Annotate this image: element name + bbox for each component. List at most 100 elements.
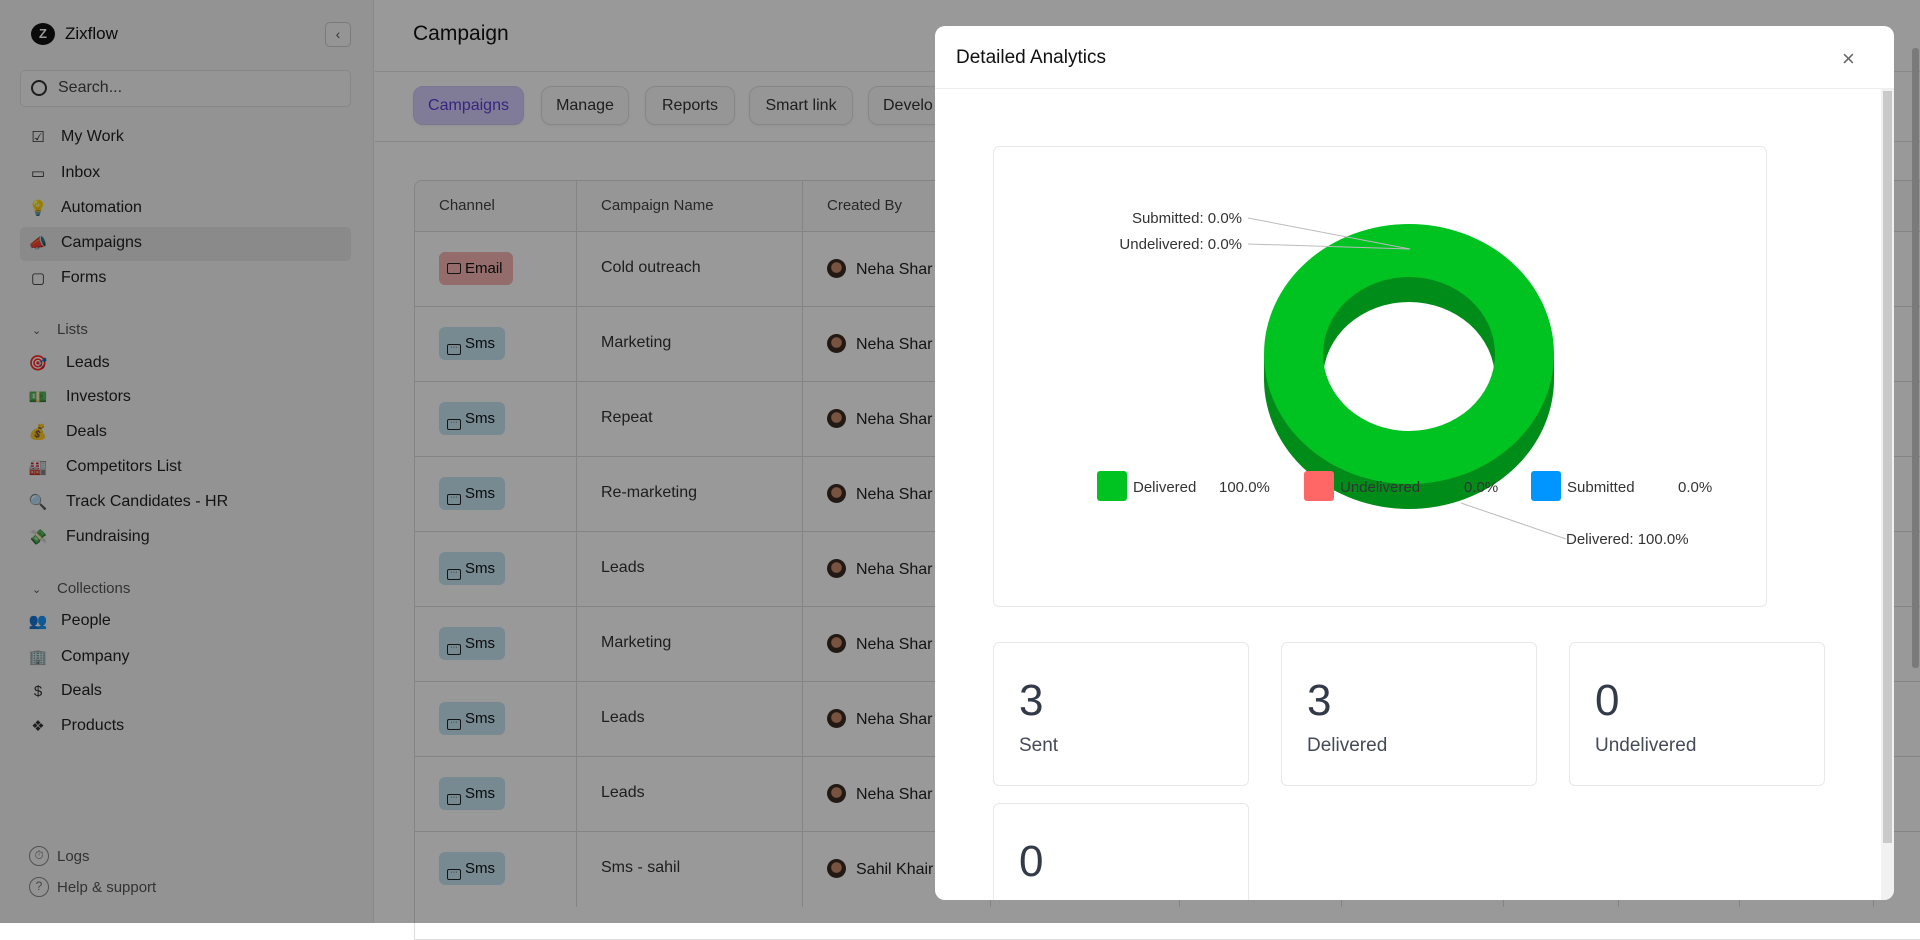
campaign-name[interactable]: Leads (601, 559, 645, 576)
detailed-analytics-modal: Detailed Analytics × Delivered: 100.0% Un… (935, 26, 1894, 900)
stat-card-submitted: 0 (993, 803, 1249, 900)
help-support-link[interactable]: ? Help & support (29, 877, 156, 897)
flying-money-icon: 💸 (28, 529, 48, 546)
modal-scrollbar-thumb[interactable] (1883, 91, 1892, 843)
campaign-name[interactable]: Re-marketing (601, 484, 698, 501)
creator-name: Neha Shar (856, 636, 933, 653)
search-placeholder: Search... (58, 79, 123, 96)
money-bag-icon: 💰 (28, 424, 48, 441)
avatar (827, 484, 846, 503)
avatar (827, 409, 846, 428)
brand-name: Zixflow (65, 24, 118, 43)
avatar (827, 634, 846, 653)
channel-cell: ··· Sms (415, 607, 577, 682)
chevron-down-icon: ⌄ (32, 325, 42, 337)
collection-item-deals[interactable]: $ Deals (20, 675, 351, 709)
channel-cell: ··· Sms (415, 532, 577, 607)
avatar (827, 784, 846, 803)
creator-name: Neha Shar (856, 711, 933, 728)
close-icon[interactable]: × (1842, 46, 1855, 71)
legend-label-delivered: Delivered (1133, 479, 1196, 496)
sidebar-item-automation[interactable]: 💡 Automation (20, 192, 351, 226)
megaphone-icon: 📣 (28, 235, 48, 252)
collapse-sidebar-button[interactable]: ‹ (325, 22, 351, 47)
campaign-name[interactable]: Leads (601, 709, 645, 726)
stat-value: 0 (1019, 837, 1044, 886)
page-scrollbar[interactable] (1912, 48, 1919, 668)
modal-scrollbar[interactable] (1881, 89, 1894, 900)
mail-icon (447, 263, 461, 274)
factory-icon: 🏭 (28, 459, 48, 476)
campaign-name-cell: Cold outreach (577, 232, 803, 307)
list-label: Fundraising (66, 528, 150, 545)
lists-section-toggle[interactable]: ⌄ Lists (32, 321, 88, 338)
modal-title: Detailed Analytics (956, 47, 1106, 68)
channel-label: Sms (465, 335, 495, 352)
tab-manage[interactable]: Manage (541, 86, 629, 125)
creator-name: Neha Shar (856, 261, 933, 278)
collections-section-toggle[interactable]: ⌄ Collections (32, 580, 130, 597)
stat-label: Delivered (1307, 735, 1388, 756)
message-icon: ··· (447, 719, 461, 730)
search-input[interactable]: Search... (20, 70, 351, 107)
column-header-campaign-name[interactable]: Campaign Name (577, 181, 803, 231)
message-icon: ··· (447, 644, 461, 655)
message-icon: ··· (447, 419, 461, 430)
channel-label: Sms (465, 485, 495, 502)
leader-line-delivered (1460, 502, 1567, 540)
form-icon: ▢ (30, 270, 46, 287)
sidebar-item-forms[interactable]: ▢ Forms (20, 262, 351, 296)
data-label-undelivered: Undelivered: 0.0% (1119, 236, 1242, 253)
sidebar-item-my-work[interactable]: ☑ My Work (20, 121, 351, 155)
help-label: Help & support (57, 878, 157, 896)
created-by-cell: Neha Shar (803, 382, 991, 457)
campaign-name[interactable]: Marketing (601, 634, 672, 651)
target-icon: 🎯 (28, 355, 48, 372)
tab-reports[interactable]: Reports (645, 86, 735, 125)
list-item-investors[interactable]: 💵 Investors (20, 381, 351, 415)
campaign-name[interactable]: Marketing (601, 334, 672, 351)
leader-line-submitted (1247, 217, 1411, 250)
avatar (827, 334, 846, 353)
people-icon: 👥 (28, 613, 48, 630)
avatar (827, 259, 846, 278)
campaign-name[interactable]: Leads (601, 784, 645, 801)
campaign-name[interactable]: Sms - sahil (601, 859, 681, 876)
nav-label: My Work (61, 128, 124, 145)
channel-cell: ··· Sms (415, 832, 577, 907)
collection-item-products[interactable]: ❖ Products (20, 710, 351, 744)
collection-item-people[interactable]: 👥 People (20, 605, 351, 639)
legend-value-undelivered: 0.0% (1464, 479, 1498, 496)
message-icon: ··· (447, 794, 461, 805)
list-item-deals[interactable]: 💰 Deals (20, 416, 351, 450)
avatar (827, 709, 846, 728)
creator-name: Neha Shar (856, 786, 933, 803)
campaign-name[interactable]: Cold outreach (601, 259, 701, 276)
list-item-track-candidates[interactable]: 🔍 Track Candidates - HR (20, 486, 351, 520)
legend-label-submitted: Submitted (1567, 479, 1635, 496)
campaign-name[interactable]: Repeat (601, 409, 653, 426)
collection-label: Deals (61, 682, 102, 699)
modal-header: Detailed Analytics × (935, 26, 1894, 89)
nav-label: Automation (61, 199, 142, 216)
logs-icon: ⏱ (29, 846, 49, 866)
logs-link[interactable]: ⏱ Logs (29, 846, 90, 866)
stat-card-delivered: 3 Delivered (1281, 642, 1537, 786)
column-header-channel[interactable]: Channel (415, 181, 577, 231)
list-item-competitors[interactable]: 🏭 Competitors List (20, 451, 351, 485)
channel-badge: ··· Sms (439, 702, 505, 735)
tab-smart-link[interactable]: Smart link (749, 86, 853, 125)
list-label: Investors (66, 388, 131, 405)
list-item-fundraising[interactable]: 💸 Fundraising (20, 521, 351, 555)
list-item-leads[interactable]: 🎯 Leads (20, 347, 351, 381)
tab-campaigns[interactable]: Campaigns (413, 86, 524, 125)
collection-item-company[interactable]: 🏢 Company (20, 641, 351, 675)
sidebar-item-campaigns[interactable]: 📣 Campaigns (20, 227, 351, 261)
channel-label: Sms (465, 560, 495, 577)
checkbox-icon: ☑ (31, 129, 45, 146)
legend-swatch-submitted (1531, 471, 1561, 501)
dollar-icon: $ (33, 683, 43, 700)
campaign-name-cell: Marketing (577, 307, 803, 382)
sidebar-item-inbox[interactable]: ▭ Inbox (20, 157, 351, 191)
page-title: Campaign (413, 22, 509, 45)
